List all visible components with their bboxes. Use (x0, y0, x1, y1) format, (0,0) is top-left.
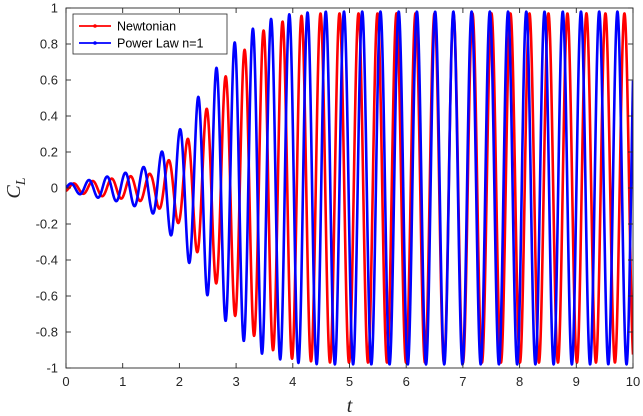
x-axis-ticks: 0 1 2 3 4 5 6 7 8 9 10 (62, 8, 640, 389)
legend-marker-newtonian (93, 24, 97, 28)
legend-entry-newtonian: Newtonian (79, 20, 176, 34)
y-tick-label: -0.4 (36, 253, 58, 268)
y-axis-label-subscript: L (14, 177, 29, 186)
y-tick-label: 0.6 (40, 73, 58, 88)
legend: Newtonian Power Law n=1 (72, 13, 228, 55)
legend-entry-power-law: Power Law n=1 (79, 37, 204, 51)
x-tick-label: 3 (232, 374, 239, 389)
x-tick-label: 1 (119, 374, 126, 389)
y-tick-label: 1 (51, 1, 58, 16)
legend-box (72, 13, 228, 55)
y-tick-label: -1 (46, 361, 58, 376)
legend-marker-power-law (93, 41, 97, 45)
y-tick-label: 0.4 (40, 109, 58, 124)
x-tick-label: 4 (289, 374, 296, 389)
x-axis-label: t (347, 395, 353, 416)
series-line-newtonian (66, 12, 633, 364)
x-tick-label: 5 (346, 374, 353, 389)
x-tick-label: 9 (573, 374, 580, 389)
x-tick-label: 0 (62, 374, 69, 389)
x-tick-label: 8 (516, 374, 523, 389)
x-tick-label: 10 (626, 374, 640, 389)
series-line-power-law (66, 10, 633, 366)
x-tick-label: 6 (403, 374, 410, 389)
legend-label-newtonian: Newtonian (117, 20, 176, 34)
x-tick-label: 7 (459, 374, 466, 389)
y-tick-label: -0.6 (36, 289, 58, 304)
y-axis-ticks: -1 -0.8 -0.6 -0.4 -0.2 0 0.2 0.4 0.6 0.8 1 (36, 1, 633, 376)
legend-label-power-law: Power Law n=1 (117, 37, 204, 51)
y-axis-label-main: C (3, 185, 25, 199)
y-tick-label: 0.8 (40, 37, 58, 52)
y-tick-label: -0.8 (36, 325, 58, 340)
y-tick-label: 0.2 (40, 145, 58, 160)
y-tick-label: 0 (51, 181, 58, 196)
plot-area (66, 10, 633, 366)
x-tick-label: 2 (176, 374, 183, 389)
y-axis-label: CL (3, 177, 29, 198)
y-tick-label: -0.2 (36, 217, 58, 232)
